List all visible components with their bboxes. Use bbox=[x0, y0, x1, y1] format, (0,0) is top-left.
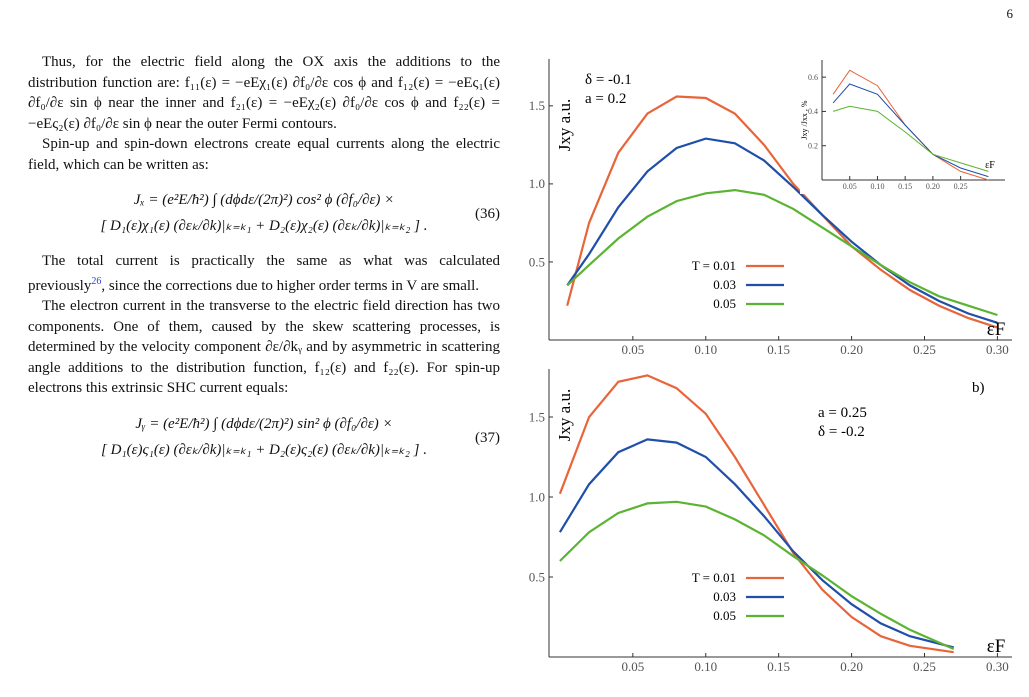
equation-line: [ D₁(ε)χ₁(ε) (∂εₖ/∂k)|ₖ₌ₖ₁ + D₂(ε)χ₂(ε) … bbox=[100, 218, 428, 234]
x-tick-label: 0.05 bbox=[843, 182, 857, 191]
x-tick-label: 0.25 bbox=[913, 342, 936, 357]
x-axis-label: εF bbox=[987, 636, 1006, 657]
legend-label: 0.03 bbox=[713, 589, 736, 604]
y-tick-label: 1.5 bbox=[529, 98, 545, 113]
page-number: 6 bbox=[1006, 6, 1014, 21]
legend-label: T = 0.01 bbox=[692, 258, 736, 273]
paragraph: The electron current in the transverse t… bbox=[28, 298, 501, 396]
text: , since the corrections due to higher or… bbox=[101, 277, 479, 294]
x-tick-label: 0.10 bbox=[870, 182, 884, 191]
x-tick-label: 0.30 bbox=[986, 342, 1009, 357]
series-line bbox=[832, 83, 989, 178]
annotation: δ = -0.2 bbox=[818, 424, 865, 440]
x-tick-label: 0.20 bbox=[926, 182, 940, 191]
x-tick-label: 0.05 bbox=[621, 342, 644, 357]
annotation: a = 0.2 bbox=[585, 91, 626, 107]
series-line bbox=[566, 188, 998, 317]
citation[interactable]: 26 bbox=[91, 275, 102, 287]
x-tick-label: 0.20 bbox=[840, 659, 863, 674]
y-tick-label: 0.2 bbox=[808, 141, 818, 150]
series-line bbox=[566, 95, 998, 329]
paragraph: The total current is practically the sam… bbox=[28, 251, 500, 296]
paragraph: Thus, for the electric field along the O… bbox=[28, 54, 500, 132]
legend-label: 0.05 bbox=[713, 296, 736, 311]
y-axis-label: Jxy /Jxx , % bbox=[800, 100, 809, 139]
y-tick-label: 1.5 bbox=[529, 409, 545, 424]
y-axis-label: Jxy a.u. bbox=[555, 389, 574, 441]
y-tick-label: 1.0 bbox=[529, 176, 545, 191]
annotation: a = 0.25 bbox=[818, 405, 867, 421]
legend-label: 0.05 bbox=[713, 608, 736, 623]
equation-number: (37) bbox=[475, 429, 500, 446]
y-axis-label: Jxy a.u. bbox=[555, 99, 574, 151]
x-tick-label: 0.20 bbox=[840, 342, 863, 357]
legend-label: 0.03 bbox=[713, 277, 736, 292]
annotation: δ = -0.1 bbox=[585, 72, 632, 88]
x-tick-label: 0.25 bbox=[954, 182, 968, 191]
x-axis-label: εF bbox=[987, 319, 1006, 340]
series-line bbox=[566, 137, 998, 324]
equation: Jₓ = (e²E/ħ²) ∫ (dϕdε/(2π)²) cos² ϕ (∂f₀… bbox=[28, 187, 500, 239]
y-tick-label: 0.6 bbox=[808, 73, 818, 82]
series-line bbox=[558, 438, 954, 649]
x-tick-label: 0.30 bbox=[986, 659, 1009, 674]
x-tick-label: 0.10 bbox=[694, 342, 717, 357]
x-tick-label: 0.15 bbox=[898, 182, 912, 191]
equation: Jᵧ = (e²E/ħ²) ∫ (dϕdε/(2π)²) sin² ϕ (∂f₀… bbox=[28, 411, 500, 463]
y-tick-label: 1.0 bbox=[529, 489, 545, 504]
x-axis-label: εF bbox=[985, 160, 995, 171]
x-tick-label: 0.15 bbox=[767, 659, 790, 674]
equation-number: (36) bbox=[475, 206, 500, 222]
series-line bbox=[832, 105, 989, 172]
equation-line: Jₓ = (e²E/ħ²) ∫ (dϕdε/(2π)²) cos² ϕ (∂f₀… bbox=[133, 192, 395, 208]
series-line bbox=[558, 374, 954, 654]
equation-line: Jᵧ = (e²E/ħ²) ∫ (dϕdε/(2π)²) sin² ϕ (∂f₀… bbox=[135, 415, 393, 432]
y-tick-label: 0.5 bbox=[529, 254, 545, 269]
x-tick-label: 0.10 bbox=[694, 659, 717, 674]
y-tick-label: 0.5 bbox=[529, 569, 545, 584]
x-tick-label: 0.15 bbox=[767, 342, 790, 357]
y-tick-label: 0.4 bbox=[808, 107, 818, 116]
x-tick-label: 0.25 bbox=[913, 659, 936, 674]
legend-label: T = 0.01 bbox=[692, 570, 736, 585]
text-column: Thus, for the electric field along the O… bbox=[28, 52, 500, 475]
paragraph: Spin-up and spin-down electrons create e… bbox=[28, 136, 500, 173]
equation-line: [ D₁(ε)ς₁(ε) (∂εₖ/∂k)|ₖ₌ₖ₁ + D₂(ε)ς₂(ε) … bbox=[100, 441, 428, 458]
panel-label: b) bbox=[972, 380, 985, 396]
series-line bbox=[559, 500, 955, 651]
x-tick-label: 0.05 bbox=[621, 659, 644, 674]
text: The total current is practically the sam… bbox=[28, 253, 500, 294]
